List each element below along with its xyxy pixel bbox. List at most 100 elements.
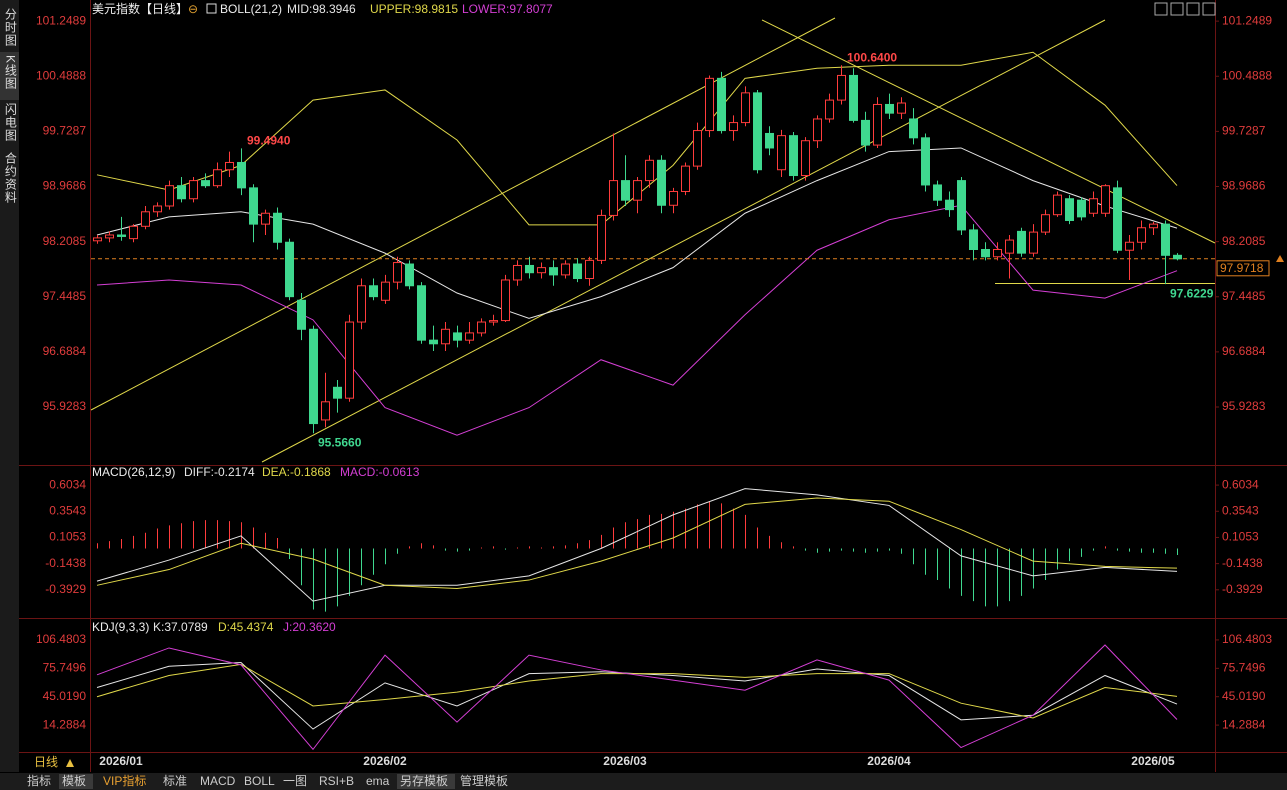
candle-body (357, 285, 366, 323)
zoom-icon[interactable]: ⊖ (188, 2, 198, 16)
indicator-name: BOLL(21,2) (220, 2, 282, 16)
candle-body (909, 118, 918, 139)
y-tick-label: 97.4485 (43, 289, 87, 303)
candle-body (1173, 254, 1182, 260)
x-tick-label: 2026/04 (867, 754, 911, 768)
low-label: 95.5660 (318, 435, 362, 449)
candle-body (585, 259, 594, 280)
tool-icon[interactable] (1170, 2, 1184, 16)
candle-body (777, 135, 786, 171)
sidebar-tab[interactable]: 分时图 (3, 8, 17, 47)
toolbar-item[interactable]: RSI+B (319, 774, 354, 788)
candle-body (1161, 223, 1170, 256)
toolbar-item[interactable]: MACD (200, 774, 236, 788)
candle-body (669, 190, 678, 206)
y-tick-label: -0.3929 (45, 582, 86, 596)
indicator-icon[interactable] (206, 3, 217, 14)
toolbar-item[interactable]: 指标 (27, 773, 51, 788)
y-tick-label: 99.7287 (1222, 124, 1266, 138)
toolbar-item[interactable]: 另存模板 (400, 774, 448, 788)
y-tick-label: -0.1438 (45, 556, 86, 570)
toolbar-active (59, 774, 93, 789)
candle-body (549, 267, 558, 276)
candle-body (453, 332, 462, 341)
indicator-line (96, 488, 1178, 602)
y-tick-label: 0.1053 (1222, 530, 1259, 544)
candle-body (789, 135, 798, 177)
candle-body (837, 74, 846, 101)
candle-body (573, 263, 582, 280)
x-tick-label: 2026/05 (1131, 754, 1175, 768)
candle-body (93, 237, 102, 242)
y-tick-label: 45.0190 (43, 689, 87, 703)
candle-body (465, 332, 474, 341)
legend-entry: UPPER:98.9815 (370, 2, 458, 16)
y-tick-label: 98.9686 (1222, 179, 1266, 193)
candle-body (1077, 199, 1086, 218)
sidebar-tab[interactable]: 闪电图 (3, 103, 17, 142)
candle-body (345, 321, 354, 399)
candle-body (921, 137, 930, 186)
candle-body (885, 103, 894, 114)
candle-body (609, 180, 618, 216)
candle-body (981, 249, 990, 258)
toolbar-item[interactable]: ema (366, 774, 390, 788)
candle-body (1101, 185, 1110, 214)
toolbar-item[interactable]: 管理模板 (460, 773, 508, 788)
candle-body (561, 263, 570, 276)
candle-body (201, 180, 210, 187)
toolbar-item[interactable]: 一图 (283, 774, 307, 788)
x-tick-label: 2026/03 (603, 754, 647, 768)
high-label: 99.4940 (247, 134, 291, 148)
toolbar-item[interactable]: 模板 (62, 774, 86, 788)
legend-entry: MID:98.3946 (287, 2, 356, 16)
y-tick-label: 96.6884 (1222, 344, 1266, 358)
candle-body (1041, 214, 1050, 233)
candle-body (441, 328, 450, 345)
toolbar-item[interactable]: VIP指标 (103, 773, 146, 788)
candle-body (801, 140, 810, 177)
candle-body (681, 165, 690, 192)
y-tick-label: 96.6884 (43, 344, 87, 358)
y-tick-label: 75.7496 (43, 661, 87, 675)
candle-body (1125, 241, 1134, 251)
candle-body (189, 180, 198, 200)
toolbar-active (397, 774, 455, 789)
candle-body (417, 285, 426, 341)
sidebar-tab[interactable]: 合约资料 (3, 151, 17, 204)
candle-body (945, 199, 954, 211)
y-tick-label: 0.3543 (49, 503, 86, 517)
period-label[interactable]: 日线 (34, 755, 58, 769)
tool-icon[interactable] (1154, 2, 1168, 16)
candle-body (969, 229, 978, 251)
candle-body (501, 279, 510, 322)
panel-frame (19, 0, 1287, 772)
candle-body (513, 264, 522, 281)
candle-body (1017, 230, 1026, 254)
high-label: 100.6400 (847, 50, 897, 64)
y-tick-label: 101.2489 (1222, 13, 1272, 27)
trend-line (761, 19, 1216, 244)
candle-body (117, 234, 126, 237)
candle-body (489, 320, 498, 323)
indicator-line (96, 497, 1178, 589)
tool-icon[interactable] (1202, 2, 1216, 16)
sidebar-active (0, 52, 19, 100)
candle-body (525, 264, 534, 274)
candle-body (813, 118, 822, 142)
sidebar-tab[interactable]: K线图 (3, 55, 17, 90)
sidebar (0, 0, 19, 772)
panel-title: MACD(26,12,9) (92, 465, 175, 479)
candle-body (261, 212, 270, 225)
candle-body (141, 211, 150, 227)
legend-entry: MACD:-0.0613 (340, 465, 420, 479)
indicator-line (96, 663, 1178, 719)
y-tick-label: 95.9283 (43, 399, 87, 413)
tool-icon[interactable] (1186, 2, 1200, 16)
toolbar-item[interactable]: BOLL (244, 774, 275, 788)
candle-body (729, 122, 738, 132)
y-tick-label: 98.2085 (43, 234, 87, 248)
toolbar-item[interactable]: 标准 (163, 774, 187, 788)
y-tick-label: 106.4803 (1222, 632, 1272, 646)
